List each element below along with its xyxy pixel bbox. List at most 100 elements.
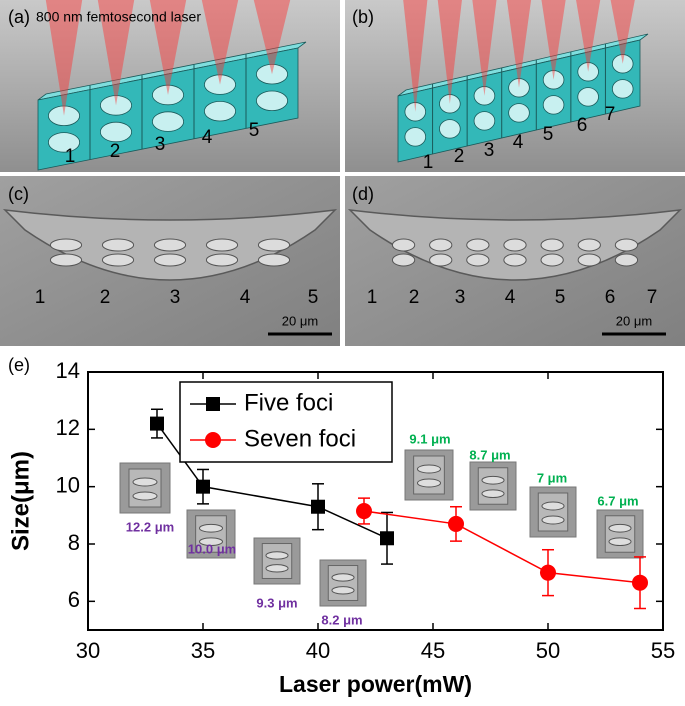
feature-number: 6 <box>605 287 616 308</box>
hole <box>611 54 634 74</box>
feature-number: 3 <box>455 287 466 308</box>
thumbnail-pore <box>416 478 442 488</box>
y-tick-label: 14 <box>56 358 80 383</box>
feature-number: 4 <box>202 127 213 148</box>
scale-bar-label: 20 μm <box>616 313 652 328</box>
feature-number: 5 <box>543 124 554 145</box>
legend-label: Seven foci <box>244 425 356 452</box>
pore <box>153 238 187 252</box>
laser-cone <box>201 0 239 85</box>
feature-number: 7 <box>647 287 658 308</box>
hole <box>508 103 530 123</box>
annotation: 6.7 μm <box>597 493 638 508</box>
pore <box>205 238 239 252</box>
feature-number: 6 <box>577 115 588 136</box>
pore <box>257 253 291 267</box>
series-line <box>363 510 641 584</box>
feature-number: 4 <box>513 132 524 153</box>
marker <box>540 564 556 581</box>
thumbnail-pore <box>608 523 632 533</box>
hole <box>439 119 461 139</box>
annotation: 9.3 μm <box>256 595 297 610</box>
feature-number: 3 <box>170 287 181 308</box>
pore <box>540 253 564 267</box>
thumbnail-frame <box>195 515 227 553</box>
hole <box>611 79 634 99</box>
thumbnail-frame <box>413 455 445 495</box>
panel-label: (e) <box>8 355 30 375</box>
hole <box>203 74 236 95</box>
feature-number: 5 <box>555 287 566 308</box>
y-axis-label: Size(μm) <box>7 451 34 551</box>
hole <box>255 63 288 85</box>
hole <box>473 86 496 106</box>
thumbnail-frame <box>128 468 162 508</box>
hole <box>48 132 81 153</box>
pore <box>466 253 490 267</box>
hole <box>255 90 288 112</box>
thumbnail-frame <box>327 565 359 601</box>
hole <box>542 95 565 115</box>
feature-number: 7 <box>605 104 616 125</box>
y-tick-label: 6 <box>68 587 80 612</box>
slab-front <box>37 47 299 171</box>
x-tick-label: 50 <box>536 638 560 663</box>
pore <box>101 238 135 252</box>
thumbnail-pore <box>331 573 355 582</box>
thumbnail-frame <box>604 515 636 553</box>
feature-number: 5 <box>308 287 319 308</box>
legend-box <box>179 381 393 463</box>
legend-marker <box>205 432 221 448</box>
feature-number: 3 <box>484 140 495 161</box>
feature-number: 2 <box>409 287 420 308</box>
marker <box>150 416 164 431</box>
thumbnail-pore <box>198 537 224 547</box>
pore <box>101 253 135 267</box>
thumbnail-pore <box>541 515 565 525</box>
feature-number: 1 <box>423 152 434 173</box>
feature-number: 5 <box>249 120 260 141</box>
hole <box>404 127 427 147</box>
laser-cone <box>472 0 497 96</box>
pore <box>49 238 83 252</box>
laser-cone <box>506 0 532 88</box>
feature-number: 3 <box>155 134 166 155</box>
legend-marker <box>206 397 220 411</box>
annotation: 9.1 μm <box>409 431 450 446</box>
x-axis-label: Laser power(mW) <box>279 671 472 697</box>
marker <box>196 479 210 494</box>
annotation: 10.0 μm <box>188 541 236 556</box>
laser-cone <box>403 0 428 112</box>
marker <box>356 503 372 520</box>
hole <box>48 105 81 127</box>
hole <box>473 111 496 131</box>
pore <box>429 238 453 252</box>
laser-cone <box>610 0 635 64</box>
panel-label: (c) <box>8 184 29 204</box>
thumbnail-pore <box>416 464 442 474</box>
annotation: 8.2 μm <box>321 612 362 627</box>
pore <box>577 253 601 267</box>
marker <box>380 531 394 546</box>
pore <box>503 238 527 252</box>
pore <box>429 253 453 267</box>
laser-cone <box>437 0 462 104</box>
thumbnail-frame <box>477 467 509 505</box>
panel-label: (a) <box>8 7 30 27</box>
pore <box>391 253 416 267</box>
feature-number: 1 <box>367 287 378 308</box>
feature-number: 2 <box>100 287 111 308</box>
thumbnail-pore <box>132 477 158 487</box>
hole <box>151 111 184 132</box>
hole <box>404 102 427 122</box>
panel-caption: 800 nm femtosecond laser <box>36 9 201 25</box>
feature-number: 1 <box>65 146 76 167</box>
legend-label: Five foci <box>244 389 333 416</box>
pore <box>503 253 527 267</box>
hole <box>100 95 133 116</box>
hole <box>203 100 236 122</box>
laser-cone <box>541 0 566 80</box>
pore <box>391 238 416 252</box>
x-tick-label: 40 <box>306 638 330 663</box>
